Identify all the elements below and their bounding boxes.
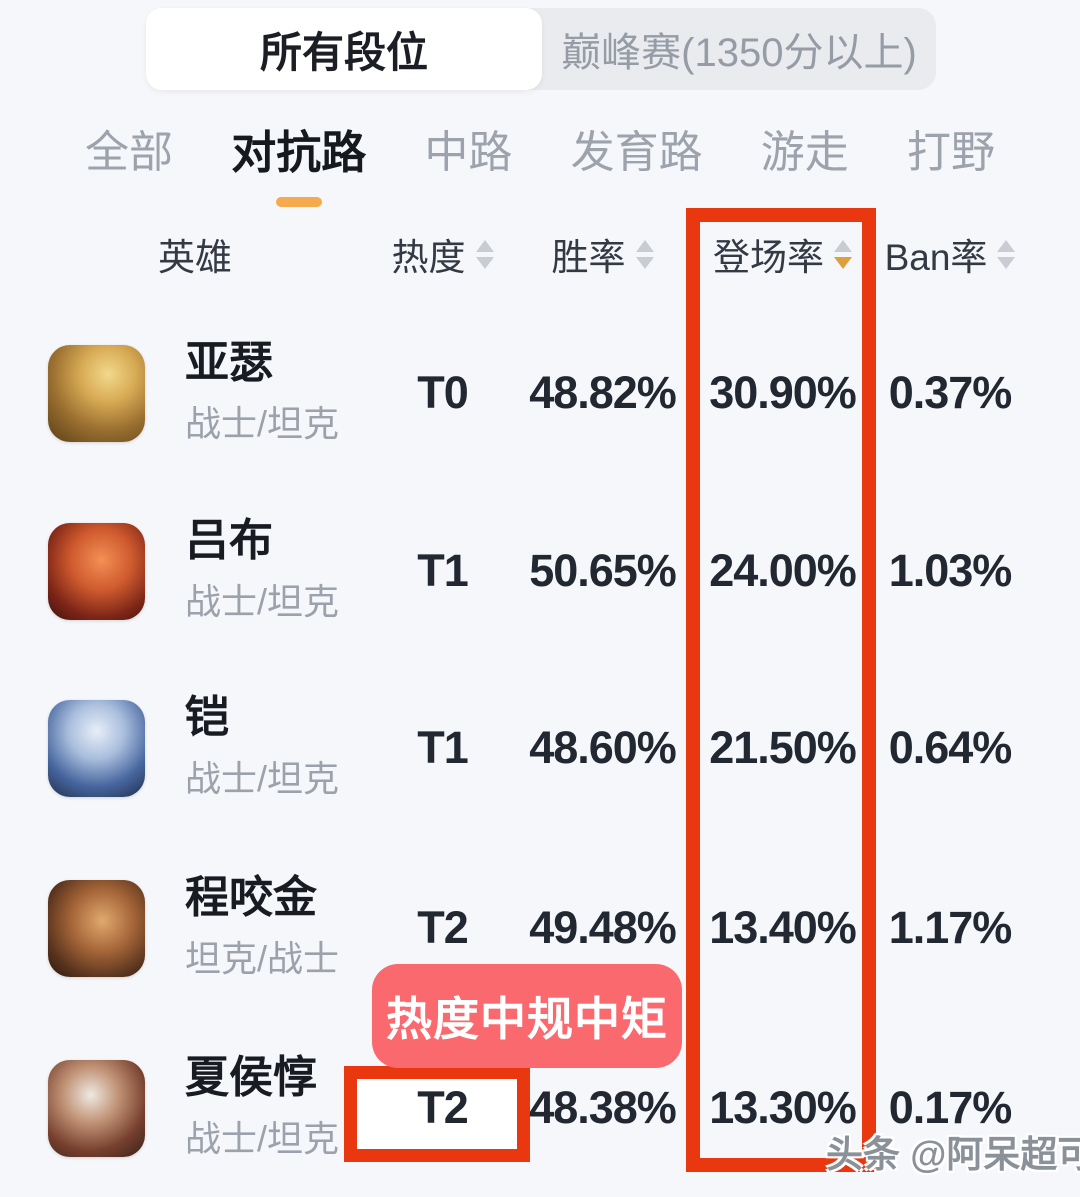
table-row[interactable]: 铠 战士/坦克 T1 48.60% 21.50% 0.64% [0, 659, 1080, 837]
sort-arrows-icon [997, 239, 1016, 269]
hero-role: 战士/坦克 [185, 403, 340, 445]
sort-asc-icon [475, 239, 494, 252]
heat-tier: T0 [417, 367, 469, 418]
tab-all-ranks[interactable]: 所有段位 [146, 8, 542, 90]
header-pickrate-label: 登场率 [713, 237, 824, 278]
heat-tier: T1 [417, 722, 469, 773]
sort-desc-active-icon [834, 256, 852, 269]
header-winrate-label: 胜率 [551, 237, 626, 278]
hero-avatar[interactable] [48, 522, 145, 620]
table-row[interactable]: 程咬金 坦克/战士 T2 49.48% 13.40% 1.17% [0, 839, 1080, 1017]
sort-arrows-icon [635, 239, 654, 269]
hero-avatar[interactable] [48, 1059, 145, 1157]
watermark: 头条 @阿呆超可爱 [826, 1134, 1080, 1175]
hero-name: 亚瑟 [185, 337, 273, 387]
lane-tab-label: 中路 [424, 128, 513, 177]
t2-highlight-box [344, 1066, 530, 1162]
lane-tab-label: 游走 [760, 128, 849, 177]
rank-segmented-control: 所有段位 巅峰赛(1350分以上) [146, 8, 936, 90]
ban-rate: 0.17% [888, 1082, 1013, 1133]
table-row[interactable]: 夏侯惇 战士/坦克 T2 48.38% 13.30% 0.17% [0, 1019, 1080, 1197]
sort-desc-icon [475, 256, 494, 269]
ban-rate: 0.64% [888, 722, 1013, 773]
hero-name: 铠 [185, 692, 229, 742]
heat-tier: T1 [417, 545, 469, 596]
sort-desc-icon [997, 256, 1016, 269]
header-banrate-label: Ban率 [884, 237, 988, 278]
hero-name: 程咬金 [185, 872, 317, 922]
win-rate: 48.82% [529, 367, 677, 418]
table-row[interactable]: 亚瑟 战士/坦克 T0 48.82% 30.90% 0.37% [0, 304, 1080, 482]
ban-rate: 1.03% [888, 545, 1013, 596]
heat-tier: T2 [417, 902, 469, 953]
pickrate-column-highlight-box [686, 208, 876, 1172]
lane-tab-confront[interactable]: 对抗路 [231, 110, 366, 207]
lane-tab-label: 发育路 [570, 128, 703, 177]
table-row[interactable]: 吕布 战士/坦克 T1 50.65% 24.00% 1.03% [0, 482, 1080, 660]
header-hero: 英雄 [158, 237, 232, 278]
hero-avatar[interactable] [48, 344, 145, 442]
sort-asc-icon [834, 239, 852, 252]
table-header: 英雄 热度 胜率 登场率 Ban率 [0, 224, 1080, 284]
lane-tab-farm[interactable]: 发育路 [571, 110, 703, 180]
hero-role: 战士/坦克 [185, 1118, 340, 1160]
lane-tab-all[interactable]: 全部 [85, 110, 173, 180]
sort-arrows-icon [475, 239, 494, 269]
lane-tab-label: 全部 [85, 128, 173, 177]
pick-rate: 21.50% [709, 722, 857, 773]
sort-asc-icon [635, 239, 654, 252]
lane-tab-roam[interactable]: 游走 [761, 110, 849, 180]
lane-tab-jungle[interactable]: 打野 [907, 110, 995, 180]
pick-rate: 30.90% [709, 367, 857, 418]
hero-role: 战士/坦克 [185, 758, 340, 800]
pick-rate: 13.30% [709, 1082, 857, 1133]
hero-name: 吕布 [185, 515, 273, 565]
header-pickrate[interactable]: 登场率 [690, 227, 875, 281]
tab-peak-race-label: 巅峰赛(1350分以上) [561, 31, 917, 75]
tab-peak-race[interactable]: 巅峰赛(1350分以上) [542, 20, 936, 78]
hero-avatar[interactable] [48, 699, 145, 797]
win-rate: 49.48% [529, 902, 677, 953]
sort-arrows-icon [834, 239, 852, 269]
header-banrate[interactable]: Ban率 [875, 227, 1025, 281]
win-rate: 48.38% [529, 1082, 677, 1133]
hero-role: 坦克/战士 [185, 938, 340, 980]
hero-avatar[interactable] [48, 879, 145, 977]
sort-desc-icon [635, 256, 654, 269]
pick-rate: 13.40% [709, 902, 857, 953]
ban-rate: 0.37% [888, 367, 1013, 418]
tab-all-ranks-label: 所有段位 [259, 28, 428, 76]
header-heat[interactable]: 热度 [370, 227, 515, 281]
hero-name: 夏侯惇 [185, 1052, 317, 1102]
sort-asc-icon [997, 239, 1016, 252]
pick-rate: 24.00% [709, 545, 857, 596]
ban-rate: 1.17% [888, 902, 1013, 953]
win-rate: 50.65% [529, 545, 677, 596]
lane-tab-label: 对抗路 [231, 127, 367, 178]
heat-tier: T2 [417, 1082, 469, 1133]
lane-tab-bar: 全部 对抗路 中路 发育路 游走 打野 [60, 110, 1020, 210]
header-winrate[interactable]: 胜率 [515, 227, 690, 281]
note-label: 热度中规中矩 [372, 964, 682, 1068]
lane-tab-label: 打野 [906, 128, 995, 177]
win-rate: 48.60% [529, 722, 677, 773]
header-heat-label: 热度 [391, 237, 466, 278]
lane-tab-mid[interactable]: 中路 [424, 110, 512, 180]
hero-role: 战士/坦克 [185, 581, 340, 623]
active-tab-underline [275, 197, 322, 207]
